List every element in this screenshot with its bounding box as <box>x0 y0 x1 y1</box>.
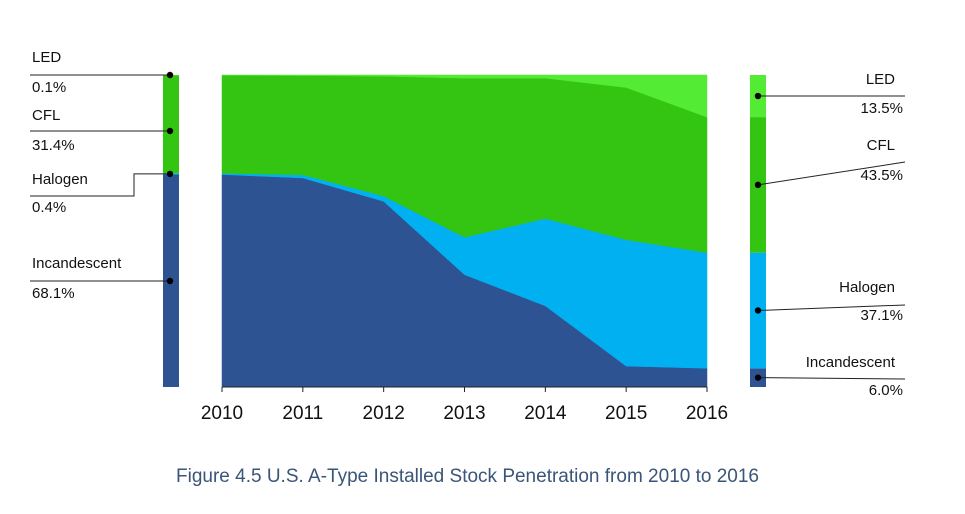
right-legend-value-incandescent: 6.0% <box>869 382 903 399</box>
left-legend-value-led: 0.1% <box>32 79 66 96</box>
left-legend-dot-led <box>167 72 173 78</box>
x-tick-label-2011: 2011 <box>282 403 323 424</box>
left-legend-value-incandescent: 68.1% <box>32 285 75 302</box>
right-legend: LED 13.5% CFL 43.5% Halogen 37.1% Incandescent… <box>755 71 905 399</box>
right-legend-dot-halogen <box>755 307 761 313</box>
left-legend-name-cfl: CFL <box>32 107 60 124</box>
left-legend-dot-halogen <box>167 171 173 177</box>
left-legend-value-cfl: 31.4% <box>32 137 75 154</box>
right-legend-leader-incandescent <box>758 378 905 379</box>
left-legend-name-led: LED <box>32 49 61 66</box>
bar-segment-cfl <box>163 75 179 173</box>
right-legend-name-cfl: CFL <box>867 137 895 154</box>
right-legend-value-led: 13.5% <box>860 100 903 117</box>
right-legend-value-cfl: 43.5% <box>860 167 903 184</box>
x-tick-label-2012: 2012 <box>363 403 405 424</box>
right-legend-name-incandescent: Incandescent <box>806 354 896 371</box>
x-tick-label-2013: 2013 <box>443 403 485 424</box>
right-legend-name-halogen: Halogen <box>839 279 895 296</box>
left-legend-name-incandescent: Incandescent <box>32 255 122 272</box>
left-legend-dot-cfl <box>167 128 173 134</box>
figure-caption: Figure 4.5 U.S. A-Type Installed Stock P… <box>0 466 935 488</box>
right-legend-dot-led <box>755 93 761 99</box>
area-layer <box>222 75 707 387</box>
right-legend-dot-incandescent <box>755 374 761 380</box>
right-legend-name-led: LED <box>866 71 895 88</box>
left-legend-name-halogen: Halogen <box>32 171 88 188</box>
right-legend-value-halogen: 37.1% <box>860 307 903 324</box>
left-legend: LED 0.1% CFL 31.4% Halogen 0.4% Incandescent 68… <box>30 49 173 302</box>
x-tick-label-2010: 2010 <box>201 403 243 424</box>
right-legend-dot-cfl <box>755 182 761 188</box>
left-legend-bar <box>163 75 179 387</box>
left-legend-value-halogen: 0.4% <box>32 199 66 216</box>
right-legend-bar <box>750 75 766 387</box>
x-tick-label-2014: 2014 <box>524 403 567 424</box>
x-axis: 2010 2011 2012 2013 2014 2015 2016 <box>201 387 728 424</box>
x-tick-label-2015: 2015 <box>605 403 647 424</box>
x-tick-label-2016: 2016 <box>686 403 728 424</box>
left-legend-dot-incandescent <box>167 278 173 284</box>
